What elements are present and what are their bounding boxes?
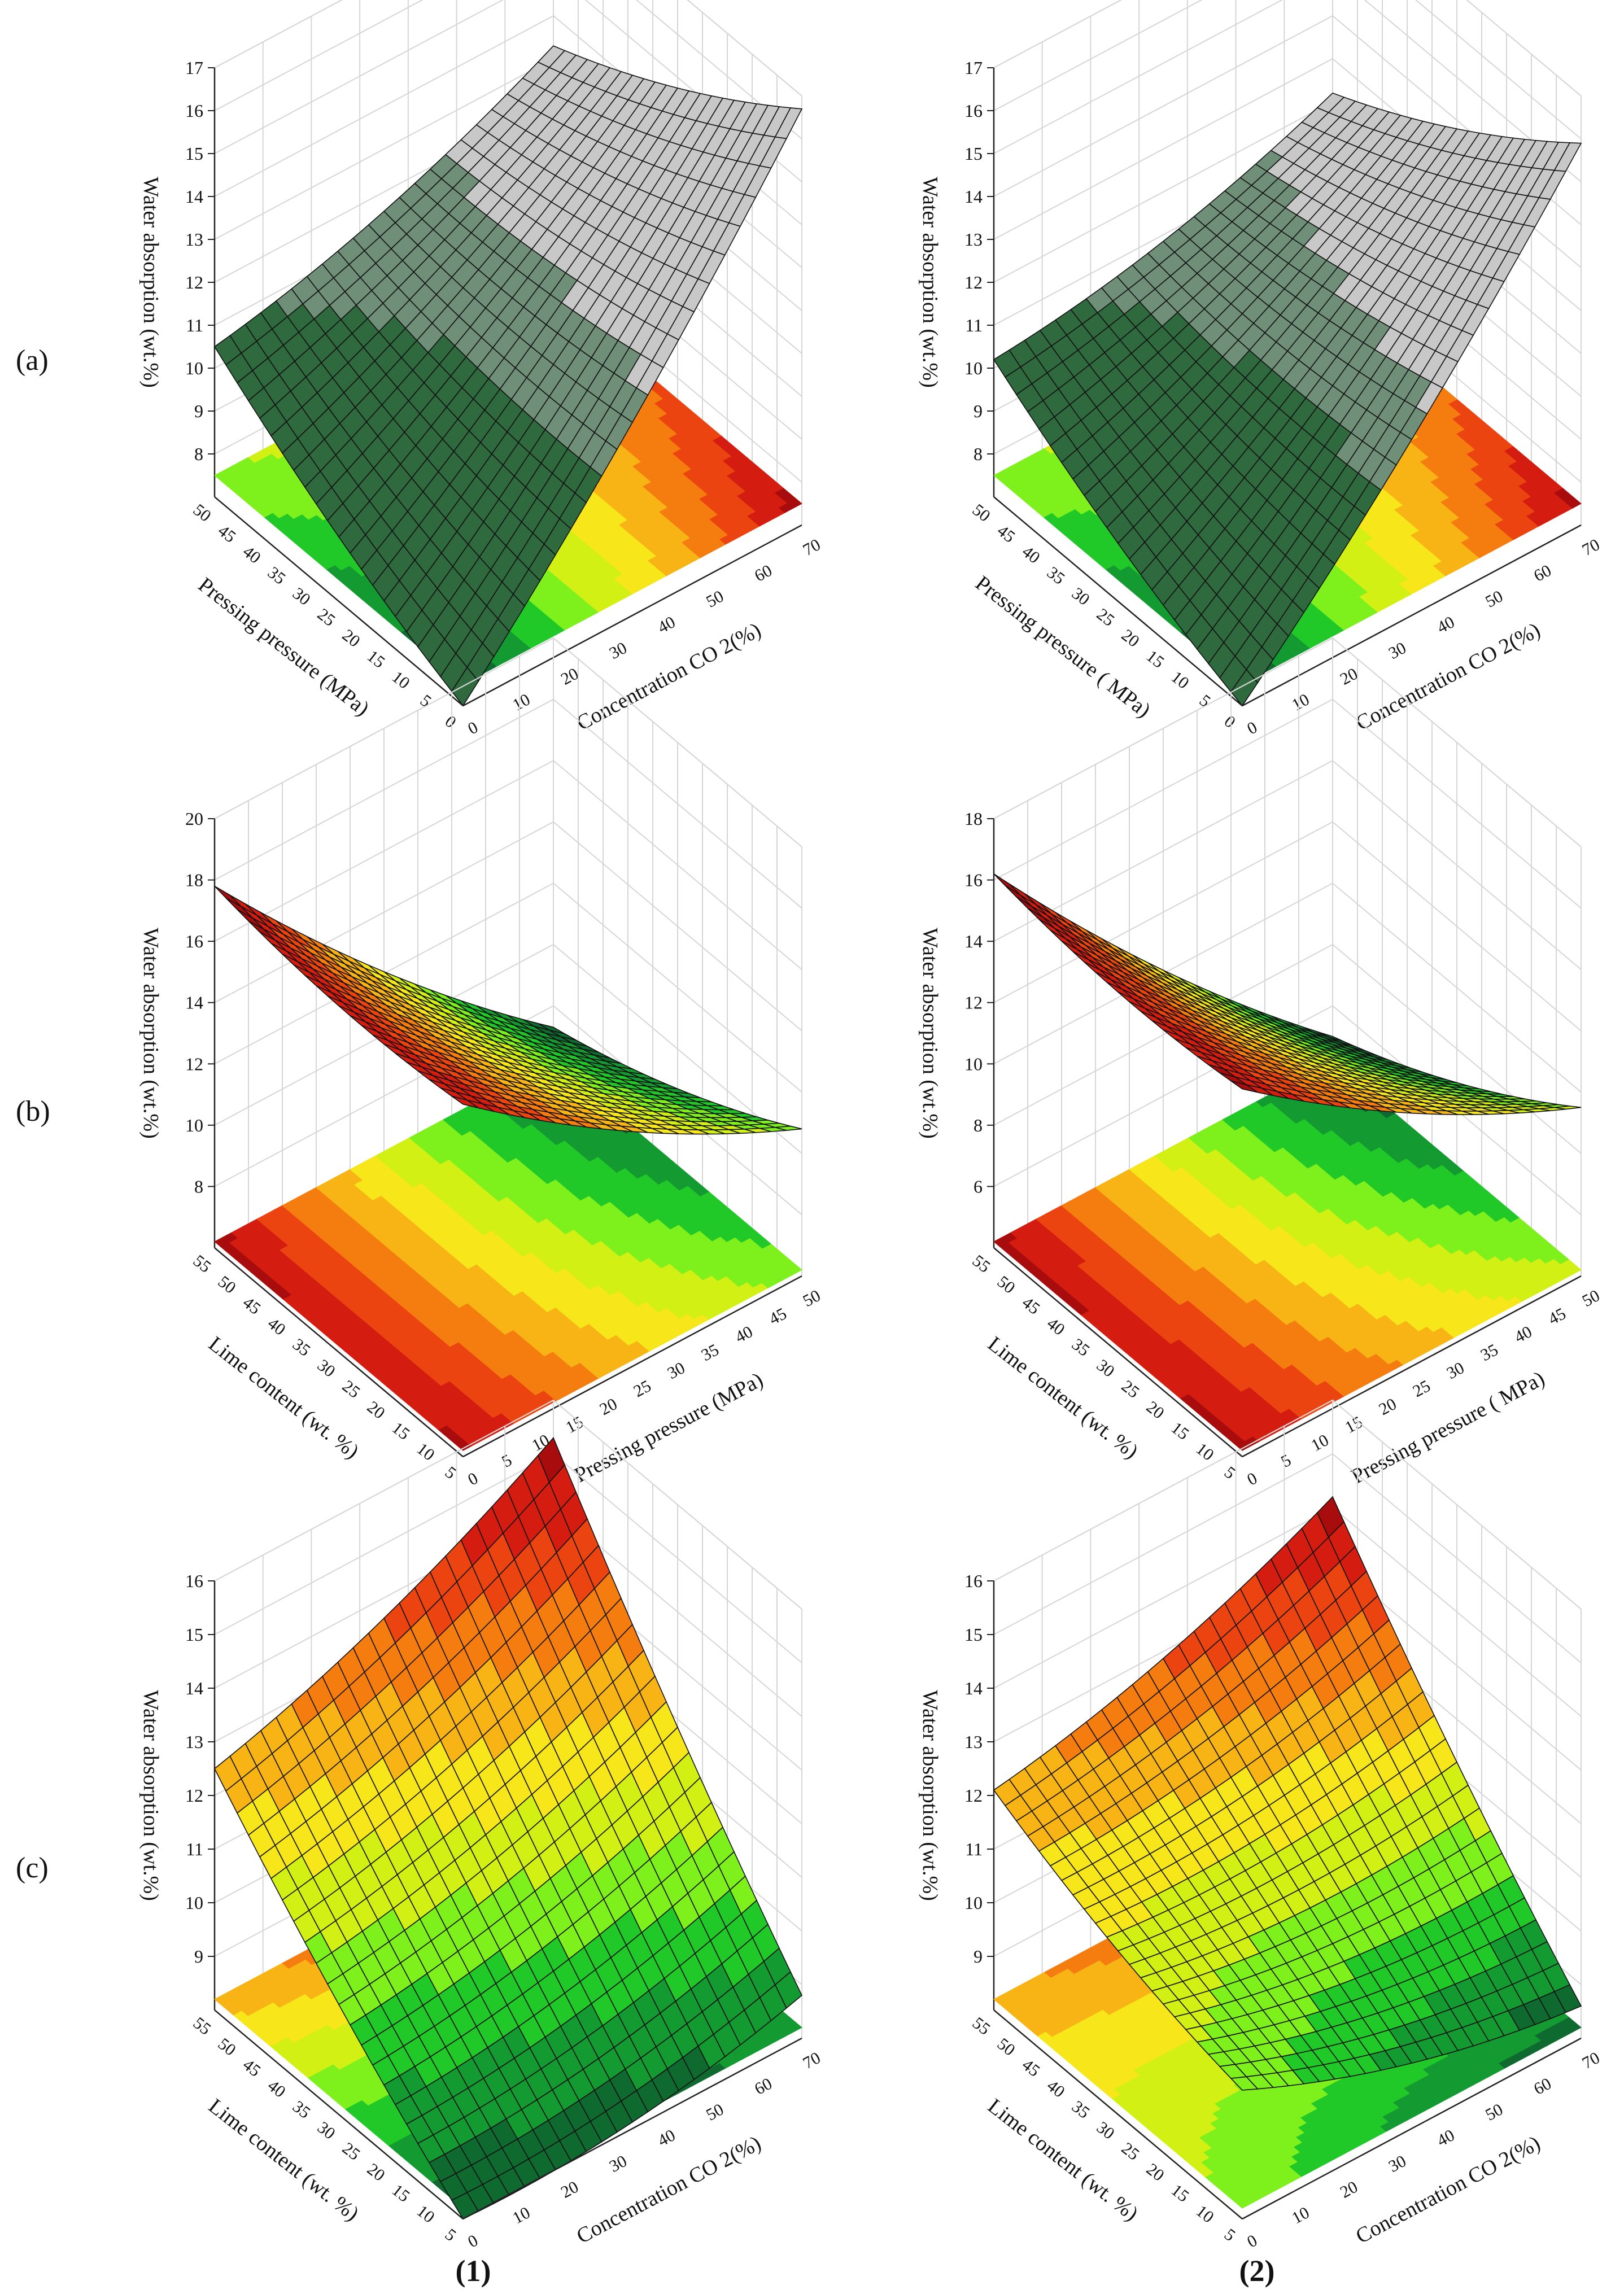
x-tick-label: 60 (1531, 561, 1555, 585)
y-tick-label: 5 (417, 691, 435, 711)
x-tick-label: 70 (1579, 535, 1603, 560)
z-tick-label: 17 (185, 58, 203, 78)
y-tick-label: 5 (1196, 691, 1214, 711)
z-tick-label: 14 (964, 186, 983, 207)
z-tick-label: 11 (186, 315, 203, 335)
y-tick-label: 50 (190, 500, 215, 525)
z-tick-label: 16 (964, 101, 983, 121)
x-tick-label: 10 (1289, 690, 1312, 714)
z-gridline (214, 698, 802, 909)
surface-mesh (993, 92, 1582, 707)
y-tick-label: 35 (264, 563, 289, 588)
z-gridline (993, 0, 1582, 97)
z-tick-label: 9 (194, 401, 203, 421)
z-tick-label: 12 (964, 272, 983, 292)
x-tick-label: 10 (509, 690, 533, 714)
y-tick-label: 50 (969, 500, 994, 525)
z-axis-title: Water absorption (wt.%) (139, 177, 163, 388)
x-tick-label: 60 (752, 561, 775, 585)
y-tick-label: 40 (239, 542, 264, 567)
y-tick-label: 25 (314, 605, 339, 630)
x-tick-label: 50 (703, 587, 727, 611)
y-tick-label: 35 (1044, 563, 1068, 588)
x-tick-label: 50 (1482, 587, 1506, 611)
z-gridline (993, 0, 1582, 97)
z-tick-label: 14 (185, 186, 203, 207)
z-tick-label: 16 (185, 101, 203, 121)
z-tick-label: 8 (973, 444, 983, 464)
y-tick-label: 15 (1143, 646, 1168, 671)
y-tick-label: 10 (1168, 667, 1193, 692)
z-tick-label: 10 (185, 358, 203, 378)
y-tick-label: 40 (1019, 542, 1044, 567)
y-axis-title: Pressing pressure (MPa) (194, 573, 374, 721)
y-tick-label: 20 (339, 626, 364, 650)
y-tick-label: 45 (994, 521, 1019, 546)
panel-0-0: 0102030405060700510152025303540455089101… (139, 0, 824, 739)
x-tick-label: 40 (1434, 613, 1457, 637)
panel-0-1: 0102030405060700510152025303540455089101… (918, 0, 1603, 739)
x-tick-label: 40 (654, 613, 678, 637)
x-axis-title: Concentration CO 2(%) (1352, 618, 1544, 736)
z-tick-label: 15 (185, 143, 203, 164)
y-tick-label: 25 (1093, 605, 1118, 630)
z-tick-label: 17 (964, 58, 983, 78)
panel-1-0: 0510152025303540455051015202530354045505… (139, 637, 824, 1489)
y-tick-label: 30 (1068, 584, 1093, 609)
x-axis-title: Concentration CO 2(%) (573, 618, 765, 736)
z-tick-label: 13 (185, 229, 203, 250)
z-tick-label: 15 (964, 143, 983, 164)
y-tick-label: 10 (388, 667, 413, 692)
z-tick-label: 8 (194, 444, 203, 464)
y-tick-label: 15 (364, 646, 388, 671)
x-tick-label: 30 (1386, 639, 1409, 663)
y-tick-label: 45 (215, 521, 239, 546)
y-tick-label: 30 (289, 584, 314, 609)
y-tick-label: 20 (1118, 626, 1143, 650)
x-tick-label: 30 (606, 639, 630, 663)
z-axis-title: Water absorption (wt.%) (918, 177, 942, 388)
z-gridline (214, 0, 802, 97)
z-tick-label: 9 (973, 401, 983, 421)
y-tick-label: 0 (442, 712, 460, 732)
z-tick-label: 13 (964, 229, 983, 250)
x-tick-label: 0 (465, 718, 481, 739)
x-tick-label: 0 (1244, 718, 1260, 739)
panels: 0102030405060700510152025303540455089101… (139, 0, 1603, 2252)
z-tick-label: 10 (964, 358, 983, 378)
z-tick-label: 11 (965, 315, 983, 335)
z-gridline (214, 0, 802, 97)
z-gridline (214, 821, 802, 1032)
z-gridline (214, 0, 802, 139)
z-tick-label: 12 (185, 272, 203, 292)
x-tick-label: 70 (800, 535, 824, 560)
y-tick-label: 0 (1221, 712, 1239, 732)
